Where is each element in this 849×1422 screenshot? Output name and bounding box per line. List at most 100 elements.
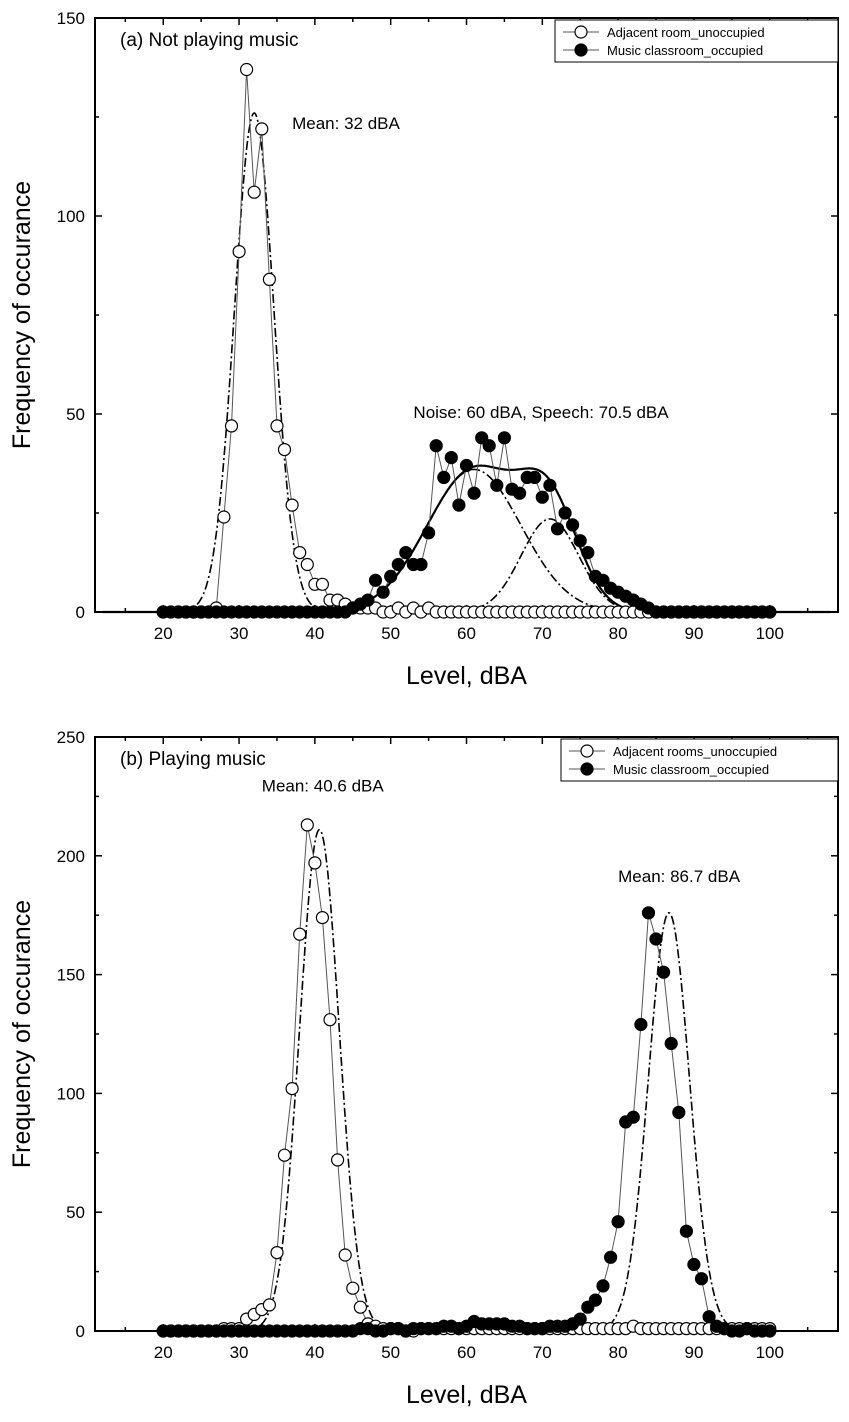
data-point-filled (361, 593, 375, 607)
data-point-filled (429, 439, 443, 453)
panel-b: 20 30 40 50 60 70 80 90 100 0 50 100 150 200 250 Level,… (8, 728, 839, 1409)
data-point-filled (596, 573, 610, 587)
panel-title: (b) Playing music (120, 749, 266, 770)
legend-box (554, 19, 839, 63)
y-tick-label: 50 (66, 405, 85, 424)
data-point-filled (581, 545, 595, 560)
series-line (163, 69, 770, 613)
y-tick-label: 100 (57, 1084, 85, 1103)
data-point-open (270, 1245, 284, 1260)
data-point-filled (459, 458, 474, 473)
legend-entry: Music classroom_occupied (613, 762, 769, 777)
data-point-open (323, 1013, 337, 1027)
y-axis-title: Frequency of occurance (8, 900, 36, 1168)
legend-box (560, 738, 839, 782)
plot-frame (94, 17, 839, 613)
y-tick-label: 0 (76, 603, 85, 622)
data-point-filled (687, 1257, 701, 1272)
data-point-open (300, 818, 314, 832)
x-tick-label: 50 (381, 624, 400, 643)
data-point-filled (649, 932, 663, 946)
x-tick-label: 20 (154, 624, 173, 643)
data-point-filled (368, 573, 383, 587)
data-point-open (285, 498, 299, 512)
data-point-filled (384, 569, 398, 584)
data-point-filled (611, 1215, 625, 1229)
fit-curve (458, 518, 641, 613)
y-tick-label: 100 (57, 207, 85, 226)
x-tick-label: 80 (609, 624, 628, 643)
data-point-filled (444, 451, 458, 465)
x-tick-label: 60 (457, 1343, 476, 1362)
data-point-filled (399, 545, 413, 560)
data-point-filled (603, 1250, 618, 1264)
data-point-filled (475, 431, 489, 445)
data-point-open (300, 557, 314, 572)
data-point-filled (414, 557, 428, 572)
data-point-open (240, 62, 254, 77)
data-point-open (270, 419, 284, 433)
x-tick-label: 90 (684, 1343, 703, 1362)
y-tick-label: 200 (57, 847, 85, 866)
legend-entry: Adjacent room_unoccupied (607, 25, 765, 40)
data-point-filled (452, 498, 466, 512)
data-point-open (308, 856, 322, 870)
data-point-open (224, 419, 239, 433)
y-axis-title: Frequency of occurance (8, 181, 36, 449)
annotation: Mean: 86.7 dBA (618, 867, 741, 886)
x-tick-label: 80 (609, 1343, 628, 1362)
legend: Adjacent room_unoccupied Music classroom_… (554, 19, 839, 63)
data-point-open (217, 510, 231, 524)
fit-curve (245, 828, 394, 1332)
y-tick-label: 150 (57, 9, 85, 28)
data-point-filled (763, 1324, 777, 1338)
y-tick-label: 150 (57, 966, 85, 985)
data-point-filled (672, 1105, 686, 1120)
annotation: Mean: 32 dBA (292, 114, 400, 133)
data-point-filled (391, 557, 405, 572)
data-point-filled (588, 1293, 603, 1307)
x-tick-label: 70 (533, 624, 552, 643)
data-point-open (331, 1153, 345, 1167)
panel-a: 20 30 40 50 60 70 80 90 100 0 50 100 150 Level, dBA Fr… (8, 9, 839, 690)
plot-frame (94, 736, 839, 1332)
data-point-open (277, 1148, 292, 1162)
fit-curve (592, 911, 746, 1332)
legend-entry: Music classroom_occupied (607, 43, 763, 58)
x-tick-label: 50 (381, 1343, 400, 1362)
x-axis-title: Level, dBA (406, 1381, 527, 1409)
data-point-filled (694, 1272, 709, 1286)
data-point-filled (763, 605, 777, 619)
data-point-filled (376, 585, 390, 599)
data-point-open (262, 1298, 276, 1312)
x-tick-label: 30 (230, 1343, 249, 1362)
data-point-filled (656, 965, 671, 979)
y-tick-label: 0 (76, 1322, 85, 1341)
x-tick-label: 40 (305, 1343, 324, 1362)
x-axis-title: Level, dBA (406, 662, 527, 690)
data-point-filled (664, 1036, 678, 1051)
x-tick-label: 20 (154, 1343, 173, 1362)
data-point-filled (573, 534, 587, 548)
data-point-filled (512, 486, 527, 500)
data-point-open (247, 185, 261, 199)
legend-marker-open (580, 744, 594, 758)
data-point-filled (467, 486, 481, 500)
data-point-filled (596, 1279, 610, 1293)
data-point-filled (550, 522, 565, 536)
data-point-open (285, 1081, 299, 1096)
legend-entry: Adjacent rooms_unoccupied (613, 744, 777, 759)
data-point-open (315, 577, 329, 591)
x-tick-label: 70 (533, 1343, 552, 1362)
data-point-filled (626, 1110, 640, 1124)
y-tick-label: 50 (66, 1203, 85, 1222)
data-point-open (255, 122, 269, 136)
data-point-filled (634, 1017, 648, 1032)
data-point-open (353, 1300, 367, 1314)
data-point-filled (422, 526, 436, 540)
data-point-open (338, 1248, 352, 1262)
data-point-open (262, 272, 276, 286)
data-point-filled (490, 478, 504, 492)
data-point-filled (482, 439, 496, 453)
data-point-filled (641, 906, 656, 920)
